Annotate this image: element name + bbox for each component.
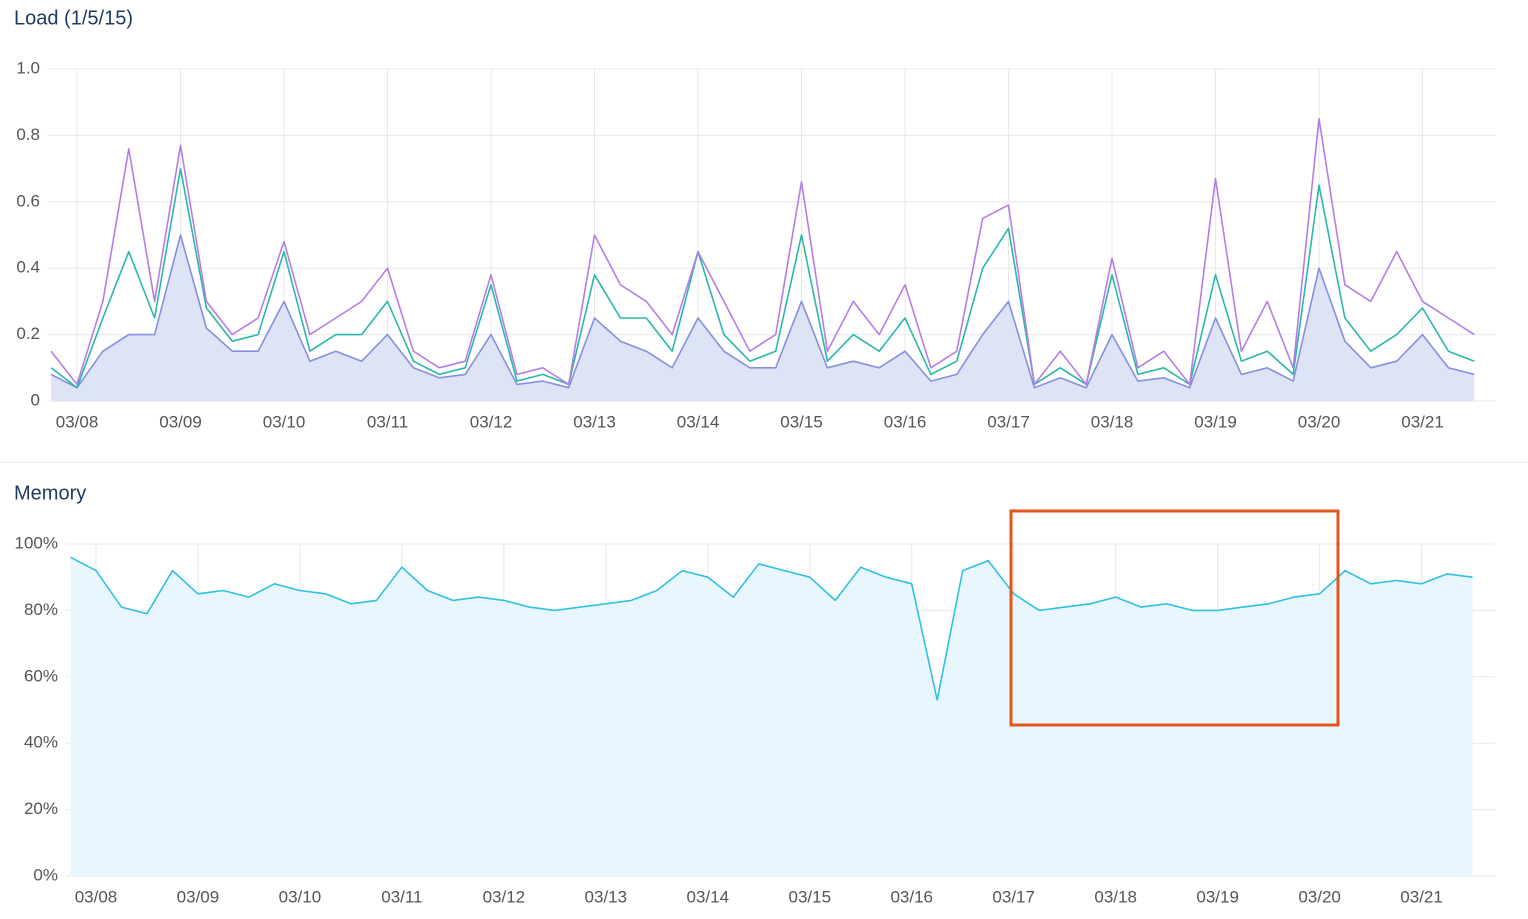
x-tick-label: 03/21 <box>1401 412 1444 431</box>
y-tick-label: 0 <box>31 390 40 409</box>
x-tick-label: 03/18 <box>1091 412 1134 431</box>
area <box>51 235 1475 401</box>
y-tick-label: 0.4 <box>16 258 40 277</box>
chart-title: Load (1/5/15) <box>14 7 133 29</box>
x-tick-label: 03/10 <box>279 887 322 906</box>
x-tick-label: 03/11 <box>381 887 422 906</box>
x-tick-label: 03/13 <box>585 887 628 906</box>
x-tick-label: 03/15 <box>780 412 823 431</box>
line <box>50 167 1475 389</box>
x-tick-label: 03/18 <box>1094 887 1137 906</box>
x-tick-label: 03/14 <box>677 412 720 431</box>
y-tick-label: 0.8 <box>16 125 40 144</box>
x-tick-label: 03/16 <box>884 412 927 431</box>
y-tick-label: 60% <box>24 666 58 685</box>
x-tick-label: 03/12 <box>470 412 513 431</box>
x-tick-label: 03/10 <box>263 412 306 431</box>
x-tick-label: 03/11 <box>367 412 408 431</box>
y-tick-label: 1.0 <box>16 58 40 77</box>
y-tick-label: 40% <box>24 733 58 752</box>
area <box>70 557 1473 876</box>
x-tick-label: 03/20 <box>1298 412 1341 431</box>
x-tick-label: 03/15 <box>788 887 831 906</box>
x-tick-label: 03/20 <box>1298 887 1341 906</box>
chart-title: Memory <box>14 482 86 504</box>
x-tick-label: 03/08 <box>56 412 99 431</box>
highlight-box <box>1009 509 1340 727</box>
y-tick-label: 20% <box>24 799 58 818</box>
x-tick-label: 03/08 <box>75 887 118 906</box>
y-tick-label: 100% <box>15 533 58 552</box>
line <box>70 556 1473 701</box>
y-tick-label: 0.2 <box>16 324 40 343</box>
y-tick-label: 80% <box>24 600 58 619</box>
line <box>50 118 1475 386</box>
x-tick-label: 03/17 <box>992 887 1035 906</box>
x-tick-label: 03/13 <box>573 412 616 431</box>
x-tick-label: 03/19 <box>1196 887 1239 906</box>
x-tick-label: 03/21 <box>1400 887 1443 906</box>
x-tick-label: 03/12 <box>483 887 526 906</box>
line <box>50 234 1475 389</box>
y-tick-label: 0.6 <box>16 191 40 210</box>
x-tick-label: 03/19 <box>1194 412 1237 431</box>
x-tick-label: 03/09 <box>159 412 202 431</box>
x-tick-label: 03/17 <box>987 412 1030 431</box>
x-tick-label: 03/09 <box>177 887 220 906</box>
y-tick-label: 0% <box>33 865 58 884</box>
x-tick-label: 03/16 <box>890 887 933 906</box>
x-tick-label: 03/14 <box>687 887 730 906</box>
